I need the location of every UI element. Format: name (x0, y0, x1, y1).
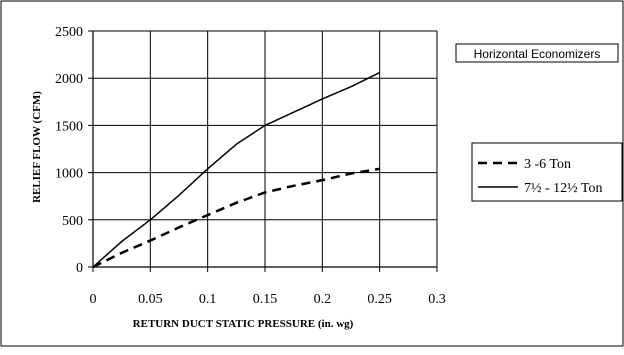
chart-title-border (455, 43, 619, 63)
x-tick-label: 0.25 (367, 292, 392, 307)
x-axis-title: RETURN DUCT STATIC PRESSURE (in. wg) (133, 318, 354, 330)
y-tick-label: 0 (76, 261, 83, 276)
y-tick-label: 500 (62, 214, 83, 229)
y-tick-label: 1000 (55, 167, 83, 182)
y-tick-label: 2500 (55, 25, 83, 40)
legend-label-series-1: 3 -6 Ton (524, 157, 571, 172)
series-line-2 (92, 71, 381, 268)
x-tick-label: 0.1 (199, 292, 217, 307)
y-tick-label: 1500 (55, 119, 83, 134)
chart-title: Horizontal Economizers (474, 47, 601, 61)
legend-border (471, 142, 623, 202)
x-tick-label: 0 (90, 292, 97, 307)
x-tick-label: 0.05 (138, 292, 163, 307)
x-tick-label: 0.15 (253, 292, 278, 307)
series-line-1 (92, 167, 380, 269)
legend-label-series-2: 7½ - 12½ Ton (524, 181, 602, 196)
chart-title-box: Horizontal Economizers (455, 43, 619, 63)
x-tick-label: 0.2 (314, 292, 332, 307)
legend: 3 -6 Ton 7½ - 12½ Ton (471, 142, 623, 202)
y-tick-label: 2000 (55, 72, 83, 87)
y-tick-labels: 0 500 1000 1500 2000 2500 (55, 25, 83, 276)
x-tick-labels: 0 0.05 0.1 0.15 0.2 0.25 0.3 (90, 292, 446, 307)
axes (88, 30, 438, 272)
y-axis-title: RELIEF FLOW (CFM) (31, 91, 43, 203)
data-series (92, 71, 381, 269)
x-tick-label: 0.3 (428, 292, 446, 307)
